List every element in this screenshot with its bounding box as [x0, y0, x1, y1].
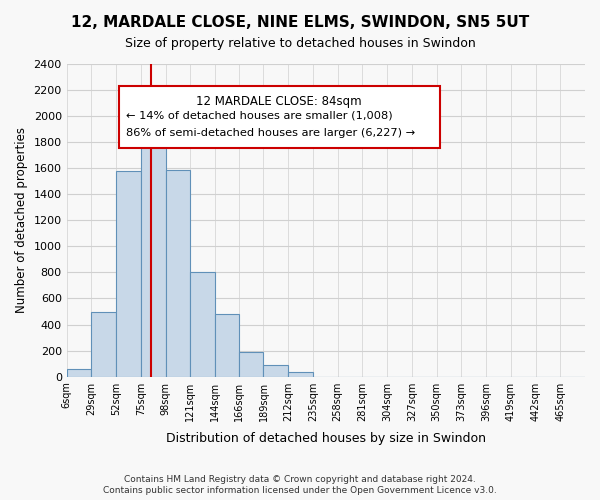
FancyBboxPatch shape: [119, 86, 440, 148]
Bar: [116, 171, 141, 376]
Text: 86% of semi-detached houses are larger (6,227) →: 86% of semi-detached houses are larger (…: [126, 128, 415, 138]
Text: 12, MARDALE CLOSE, NINE ELMS, SWINDON, SN5 5UT: 12, MARDALE CLOSE, NINE ELMS, SWINDON, S…: [71, 15, 529, 30]
Text: Size of property relative to detached houses in Swindon: Size of property relative to detached ho…: [125, 38, 475, 51]
Bar: [166, 170, 190, 376]
Bar: [239, 352, 263, 376]
Bar: [215, 314, 239, 376]
Bar: [263, 365, 288, 376]
Text: ← 14% of detached houses are smaller (1,008): ← 14% of detached houses are smaller (1,…: [126, 111, 393, 121]
Bar: [67, 370, 91, 376]
X-axis label: Distribution of detached houses by size in Swindon: Distribution of detached houses by size …: [166, 432, 486, 445]
Bar: [288, 372, 313, 376]
Text: Contains public sector information licensed under the Open Government Licence v3: Contains public sector information licen…: [103, 486, 497, 495]
Y-axis label: Number of detached properties: Number of detached properties: [15, 128, 28, 314]
Bar: [190, 272, 215, 376]
Text: 12 MARDALE CLOSE: 84sqm: 12 MARDALE CLOSE: 84sqm: [196, 96, 362, 108]
Bar: [141, 122, 166, 376]
Bar: [91, 312, 116, 376]
Text: Contains HM Land Registry data © Crown copyright and database right 2024.: Contains HM Land Registry data © Crown c…: [124, 475, 476, 484]
